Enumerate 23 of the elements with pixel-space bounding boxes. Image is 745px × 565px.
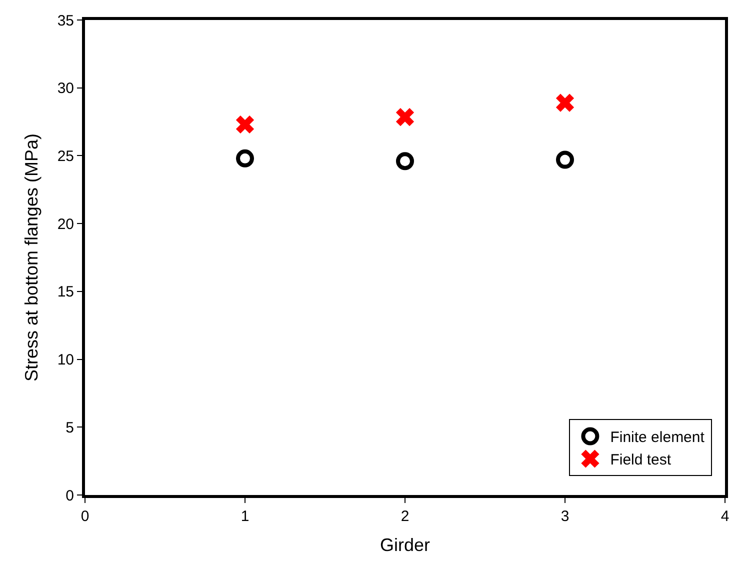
x-tick-label: 0 — [80, 508, 90, 525]
point — [556, 94, 574, 112]
y-tick-label: 15 — [57, 284, 74, 301]
y-tick-label: 20 — [57, 216, 74, 233]
y-tick-label: 10 — [57, 352, 74, 369]
point — [236, 115, 254, 134]
y-tick-label: 30 — [57, 80, 74, 98]
x-tick-label: 3 — [560, 508, 570, 525]
x-tick-label: 4 — [720, 508, 730, 525]
y-tick-label: 5 — [66, 419, 74, 436]
point — [396, 108, 414, 126]
y-tick-label: 0 — [66, 487, 74, 504]
y-tick-label: 25 — [57, 148, 74, 165]
y-tick-label: 35 — [57, 12, 74, 30]
x-tick-label: 1 — [240, 508, 250, 525]
point — [396, 152, 414, 170]
legend-label: Field test — [610, 452, 672, 469]
y-axis-title: Stress at bottom flanges (MPa) — [22, 133, 42, 382]
legend-label: Finite element — [610, 429, 706, 446]
x-axis-title: Girder — [380, 535, 430, 556]
point — [236, 149, 254, 168]
x-tick-label: 2 — [400, 508, 410, 525]
point — [556, 150, 574, 169]
